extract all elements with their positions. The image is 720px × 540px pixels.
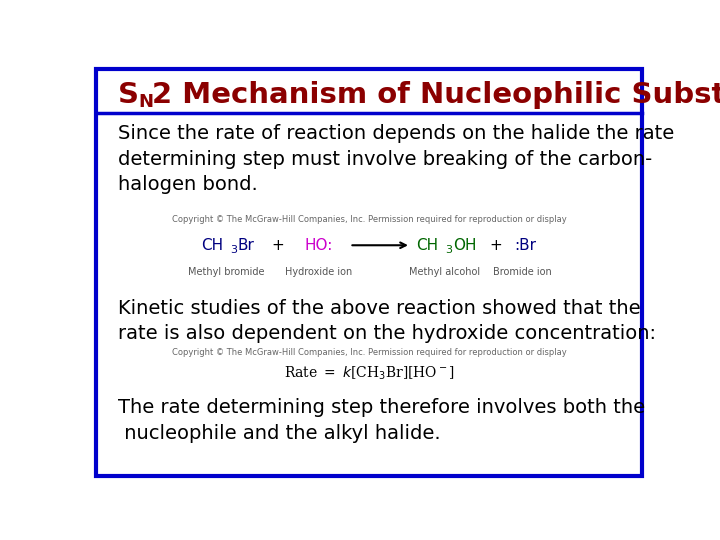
Text: Copyright © The McGraw-Hill Companies, Inc. Permission required for reproduction: Copyright © The McGraw-Hill Companies, I… bbox=[171, 348, 567, 357]
Text: determining step must involve breaking of the carbon-: determining step must involve breaking o… bbox=[118, 150, 652, 168]
Text: 2 Mechanism of Nucleophilic Substitution: 2 Mechanism of Nucleophilic Substitution bbox=[153, 81, 720, 109]
Text: +: + bbox=[271, 238, 284, 253]
Text: Copyright © The McGraw-Hill Companies, Inc. Permission required for reproduction: Copyright © The McGraw-Hill Companies, I… bbox=[171, 215, 567, 225]
Text: +: + bbox=[489, 238, 502, 253]
Text: Since the rate of reaction depends on the halide the rate: Since the rate of reaction depends on th… bbox=[118, 124, 674, 143]
Text: 3: 3 bbox=[230, 245, 238, 255]
Text: Rate $=$ $k$[CH$_3$Br][HO$^-$]: Rate $=$ $k$[CH$_3$Br][HO$^-$] bbox=[284, 364, 454, 382]
Text: HO:: HO: bbox=[305, 238, 333, 253]
Text: CH: CH bbox=[416, 238, 438, 253]
Text: Br: Br bbox=[238, 238, 255, 253]
Text: The rate determining step therefore involves both the: The rate determining step therefore invo… bbox=[118, 399, 645, 417]
Text: :Br: :Br bbox=[514, 238, 536, 253]
Text: halogen bond.: halogen bond. bbox=[118, 176, 258, 194]
Text: Hydroxide ion: Hydroxide ion bbox=[285, 267, 352, 277]
Text: OH: OH bbox=[453, 238, 476, 253]
Text: Methyl alcohol: Methyl alcohol bbox=[409, 267, 480, 277]
Text: N: N bbox=[138, 93, 153, 111]
Text: CH: CH bbox=[202, 238, 224, 253]
Text: Kinetic studies of the above reaction showed that the: Kinetic studies of the above reaction sh… bbox=[118, 299, 641, 318]
Text: Methyl bromide: Methyl bromide bbox=[189, 267, 265, 277]
Text: S: S bbox=[118, 81, 139, 109]
Text: rate is also dependent on the hydroxide concentration:: rate is also dependent on the hydroxide … bbox=[118, 325, 656, 343]
Text: 3: 3 bbox=[446, 245, 452, 255]
Text: Bromide ion: Bromide ion bbox=[493, 267, 552, 277]
Text: nucleophile and the alkyl halide.: nucleophile and the alkyl halide. bbox=[118, 424, 441, 443]
